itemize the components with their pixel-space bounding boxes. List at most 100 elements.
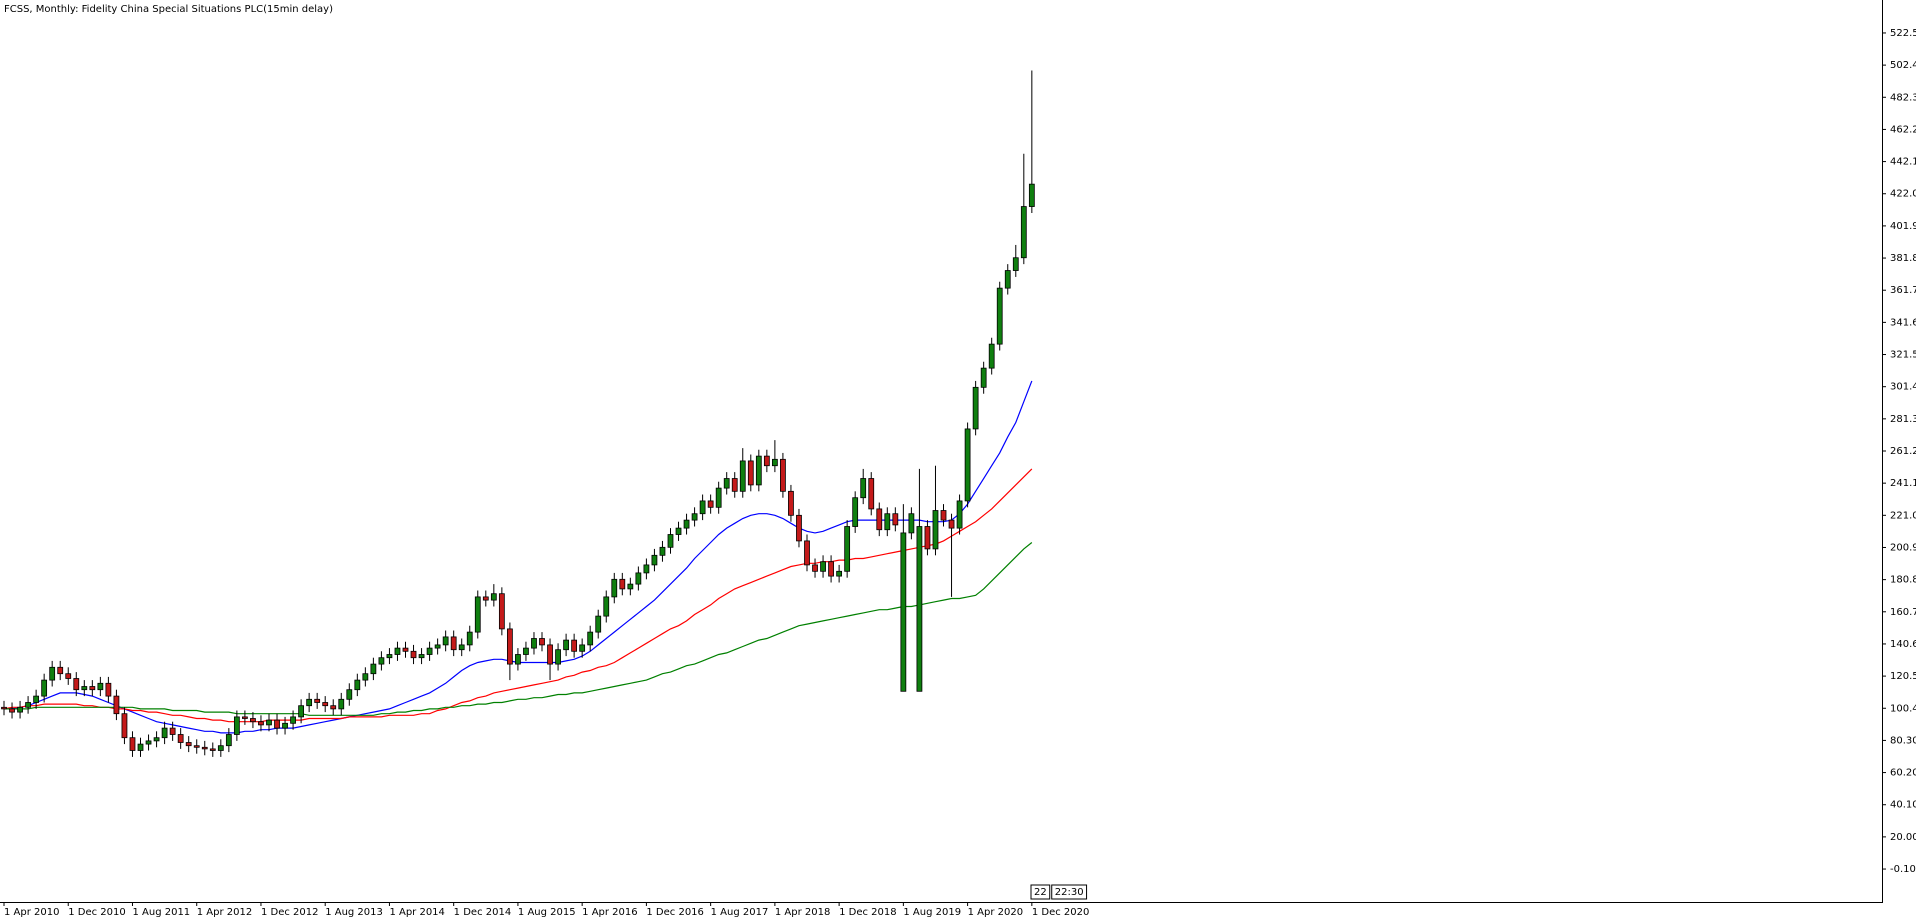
y-tick-label: 482.30: [1890, 92, 1916, 103]
candle-body: [611, 578, 618, 598]
candle: [490, 584, 497, 607]
candle: [635, 566, 642, 591]
candle: [185, 736, 192, 753]
candle: [651, 548, 658, 572]
candle: [306, 692, 313, 713]
candle-body: [932, 510, 939, 550]
candle-body: [771, 458, 778, 467]
y-tick-label: 20.00: [1890, 832, 1916, 843]
candle: [796, 508, 802, 548]
candle: [852, 491, 859, 533]
candle-body: [105, 682, 112, 697]
candle-body: [1, 706, 7, 710]
candle-body: [916, 526, 923, 692]
candle: [780, 452, 786, 498]
candle: [274, 713, 280, 735]
candle: [25, 696, 31, 714]
candle: [884, 507, 891, 537]
candle-body: [354, 679, 361, 691]
candle-body: [876, 508, 883, 531]
candle-body: [796, 514, 802, 542]
candle-body: [747, 460, 754, 486]
candle: [121, 707, 128, 745]
candle-body: [378, 657, 385, 665]
candle: [394, 641, 401, 661]
candle: [290, 710, 296, 730]
candle-body: [426, 647, 433, 655]
candle-body: [330, 705, 337, 710]
candle-body: [804, 540, 810, 566]
candle-body: [667, 534, 674, 548]
candle-body: [129, 737, 136, 751]
candle: [242, 710, 248, 725]
candle-body: [739, 460, 746, 492]
candle: [81, 680, 88, 697]
y-tick-label: 281.30: [1890, 414, 1916, 425]
time-marker-label: 22: [1034, 887, 1047, 898]
candle-body: [201, 746, 208, 750]
candle: [699, 494, 706, 521]
candle-body: [73, 678, 80, 691]
candle-body: [458, 644, 465, 651]
candle: [370, 657, 377, 681]
candle: [723, 472, 730, 495]
y-tick-label: 422.00: [1890, 189, 1916, 200]
x-tick-label: 1 Aug 2011: [132, 907, 190, 918]
candle-body: [924, 526, 931, 550]
x-tick-label: 1 Aug 2013: [325, 907, 383, 918]
candle: [860, 468, 867, 505]
candle: [683, 513, 690, 535]
time-marker-box: [1051, 884, 1088, 900]
candle: [523, 641, 529, 661]
candle-body: [780, 458, 786, 492]
x-tick-label: 1 Dec 2018: [839, 907, 897, 918]
x-tick-label: 1 Aug 2015: [518, 907, 576, 918]
y-tick-label: 80.30: [1890, 735, 1916, 746]
moving-average-line: [4, 542, 1033, 716]
candle: [1004, 264, 1011, 295]
candle: [466, 625, 473, 652]
candle-body: [482, 596, 489, 601]
candle-body: [515, 654, 521, 665]
candle-body: [964, 428, 971, 502]
candle-body: [193, 745, 200, 748]
candle: [916, 468, 923, 692]
candle-body: [900, 532, 907, 692]
candle: [587, 625, 594, 652]
candle: [828, 555, 834, 583]
candle: [386, 648, 393, 665]
candle-body: [250, 718, 256, 723]
candle-body: [434, 644, 441, 649]
candle-body: [828, 561, 834, 577]
candle: [539, 632, 545, 652]
candle-body: [675, 527, 682, 535]
candle-body: [177, 734, 184, 743]
candle-body: [402, 647, 409, 652]
candle: [177, 728, 184, 749]
candle-body: [290, 716, 296, 724]
candle-body: [418, 654, 425, 659]
candle-body: [442, 636, 449, 646]
candle: [547, 638, 553, 681]
x-tick-label: 1 Aug 2017: [711, 907, 769, 918]
candle: [322, 696, 329, 713]
candle: [643, 558, 650, 580]
candle-body: [820, 561, 826, 572]
candle: [531, 632, 537, 655]
candle-body: [466, 631, 473, 646]
candle-body: [233, 716, 240, 735]
candle: [97, 676, 104, 697]
candle-body: [386, 654, 393, 659]
candle-body: [153, 737, 160, 742]
candle: [996, 281, 1003, 351]
candle: [378, 651, 385, 671]
candle: [804, 534, 810, 572]
candle: [426, 641, 433, 661]
candle: [402, 641, 409, 658]
candle-body: [868, 478, 875, 510]
candle-body: [523, 647, 529, 655]
candle-body: [89, 686, 96, 691]
candle-body: [579, 644, 586, 652]
candle: [747, 454, 754, 492]
candle: [258, 715, 264, 732]
